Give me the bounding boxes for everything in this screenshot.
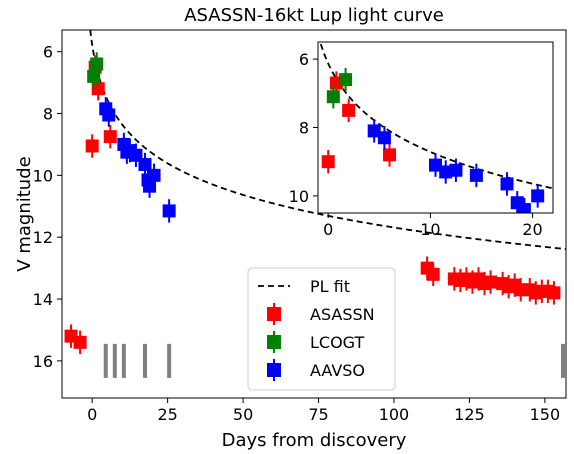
inset-x-tick-label: 20 xyxy=(522,220,542,239)
inset-aavso-point xyxy=(429,158,442,172)
aavso-point xyxy=(162,204,176,218)
inset-aavso-point xyxy=(469,168,483,182)
lcogt-point xyxy=(87,69,101,83)
y-axis-label: V magnitude xyxy=(14,156,35,271)
asassn-point xyxy=(547,286,561,300)
asassn-point xyxy=(91,82,105,96)
inset-background xyxy=(318,42,553,213)
inset-asassn-point xyxy=(383,148,397,162)
inset-x-tick-label: 10 xyxy=(420,220,440,239)
chart-title: ASASSN-16kt Lup light curve xyxy=(184,5,444,26)
inset-y-tick-label: 8 xyxy=(299,119,309,138)
inset-plot-group xyxy=(319,42,553,213)
asassn-point xyxy=(85,139,99,153)
x-tick-label: 50 xyxy=(233,405,253,424)
lcogt-point xyxy=(90,57,104,71)
x-axis-label: Days from discovery xyxy=(222,430,407,451)
x-tick-label: 125 xyxy=(454,405,485,424)
x-tick-label: 25 xyxy=(157,405,177,424)
main-plot-frame xyxy=(61,29,567,399)
legend-swatch-asassn xyxy=(267,307,281,321)
x-tick-label: 0 xyxy=(87,405,97,424)
inset-asassn-point xyxy=(342,103,356,117)
y-tick-label: 12 xyxy=(33,228,53,247)
y-tick-label: 8 xyxy=(43,104,53,123)
inset-aavso-point xyxy=(377,131,391,145)
asassn-point xyxy=(103,130,117,144)
inset-aavso-point xyxy=(531,189,545,203)
y-tick-label: 16 xyxy=(33,352,53,371)
asassn-point xyxy=(484,275,498,289)
y-tick-label: 10 xyxy=(33,166,53,185)
y-tick-label: 6 xyxy=(43,43,53,62)
inset-aavso-point xyxy=(449,163,463,177)
x-tick-label: 150 xyxy=(530,405,561,424)
inset-asassn-point xyxy=(321,155,335,169)
inset-aavso-point xyxy=(439,165,453,179)
inset-lcogt-point xyxy=(339,73,353,87)
legend-label: ASASSN xyxy=(310,305,375,324)
inset-y-tick-label: 6 xyxy=(299,50,309,69)
y-tick-label: 14 xyxy=(33,290,53,309)
inset-aavso-point xyxy=(367,124,381,138)
asassn-point xyxy=(73,335,87,349)
legend-label: LCOGT xyxy=(310,333,365,352)
legend-label: PL fit xyxy=(310,277,350,296)
inset-lcogt-point xyxy=(326,90,340,104)
legend-box xyxy=(247,267,396,391)
aavso-point xyxy=(143,179,157,193)
x-tick-label: 100 xyxy=(379,405,410,424)
x-tick-label: 75 xyxy=(308,405,328,424)
legend-label: AAVSO xyxy=(310,361,365,380)
inset-aavso-point xyxy=(517,203,531,213)
inset-x-tick-label: 0 xyxy=(323,220,333,239)
asassn-point xyxy=(426,267,440,281)
inset-y-tick-label: 10 xyxy=(289,187,309,206)
aavso-point xyxy=(102,108,116,122)
aavso-point xyxy=(147,168,161,182)
inset-aavso-point xyxy=(500,177,514,191)
legend-swatch-aavso xyxy=(267,363,281,377)
pl-fit-line xyxy=(89,30,566,250)
legend-swatch-lcogt xyxy=(267,335,281,349)
aavso-point xyxy=(138,158,152,172)
main-plot-group xyxy=(64,30,566,378)
